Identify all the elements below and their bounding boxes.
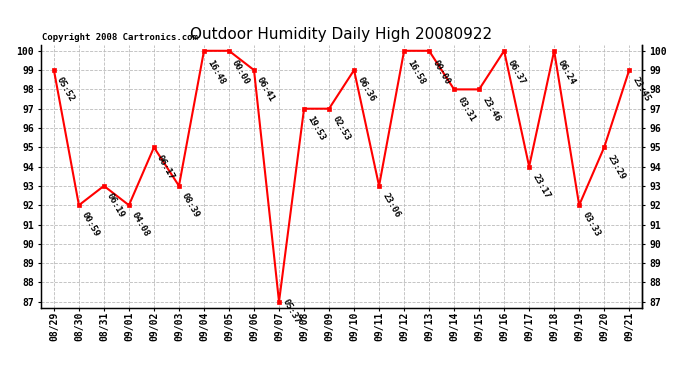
Text: 06:19: 06:19 bbox=[105, 192, 126, 219]
Text: Copyright 2008 Cartronics.com: Copyright 2008 Cartronics.com bbox=[42, 33, 198, 42]
Text: 04:08: 04:08 bbox=[130, 211, 151, 239]
Text: 06:37: 06:37 bbox=[505, 58, 526, 86]
Title: Outdoor Humidity Daily High 20080922: Outdoor Humidity Daily High 20080922 bbox=[190, 27, 493, 42]
Text: 00:00: 00:00 bbox=[431, 58, 451, 86]
Text: 08:39: 08:39 bbox=[180, 192, 201, 219]
Text: 06:36: 06:36 bbox=[355, 76, 377, 104]
Text: 05:52: 05:52 bbox=[55, 76, 77, 104]
Text: 00:59: 00:59 bbox=[80, 211, 101, 239]
Text: 23:06: 23:06 bbox=[380, 192, 402, 219]
Text: 00:00: 00:00 bbox=[230, 58, 251, 86]
Text: 06:24: 06:24 bbox=[555, 58, 577, 86]
Text: 06:17: 06:17 bbox=[155, 153, 177, 181]
Text: 06:41: 06:41 bbox=[255, 76, 277, 104]
Text: 23:45: 23:45 bbox=[631, 76, 651, 104]
Text: 16:58: 16:58 bbox=[405, 58, 426, 86]
Text: 03:31: 03:31 bbox=[455, 95, 477, 123]
Text: 03:33: 03:33 bbox=[580, 211, 602, 239]
Text: 05:37: 05:37 bbox=[280, 298, 302, 326]
Text: 19:53: 19:53 bbox=[305, 114, 326, 142]
Text: 23:46: 23:46 bbox=[480, 95, 502, 123]
Text: 23:17: 23:17 bbox=[531, 172, 551, 200]
Text: 02:53: 02:53 bbox=[331, 114, 351, 142]
Text: 16:48: 16:48 bbox=[205, 58, 226, 86]
Text: 23:29: 23:29 bbox=[605, 153, 627, 181]
